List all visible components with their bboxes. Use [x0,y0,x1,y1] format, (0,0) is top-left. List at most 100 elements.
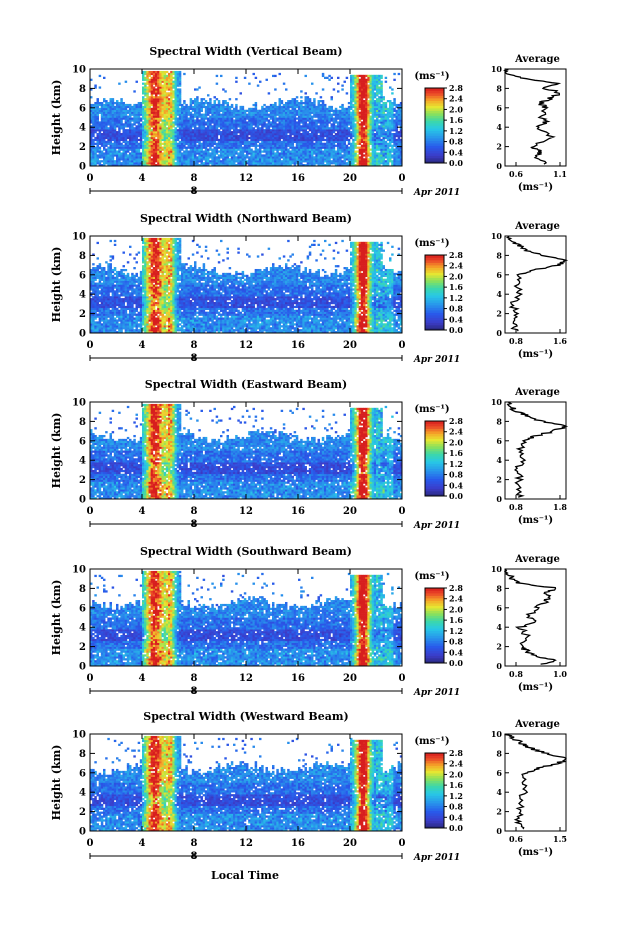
y-tick-label: 8 [79,584,86,595]
avg-x-label: (ms⁻¹) [518,182,553,193]
average-line [506,734,566,829]
x-tick-label: 0 [399,173,406,184]
colorbar-tick-label: 1.2 [449,791,463,801]
y-tick-label: 0 [79,162,86,173]
avg-x-label: (ms⁻¹) [518,682,553,693]
avg-x-tick-label: 0.6 [509,169,523,179]
average-title: Average [514,719,560,730]
heatmap [90,238,402,333]
colorbar-tick-label: 1.6 [449,780,463,790]
x-tick-label: 0 [399,506,406,517]
avg-y-tick-label: 4 [496,622,502,632]
colorbar-tick-label: 0.4 [449,147,463,157]
x-tick-label: 12 [239,506,253,517]
colorbar-unit: (ms⁻¹) [414,571,449,582]
y-axis-label: Height (km) [50,80,63,156]
avg-y-tick-label: 2 [496,642,502,652]
avg-y-tick-label: 10 [491,564,503,574]
x-tick-label: 0 [399,838,406,849]
avg-y-tick-label: 2 [496,142,502,152]
x-tick-label: 16 [291,506,305,517]
day-label: 8 [191,186,198,197]
x-tick-label: 12 [239,838,253,849]
x-tick-label: 16 [291,673,305,684]
panel-title: Spectral Width (Northward Beam) [140,212,352,225]
y-tick-label: 8 [79,417,86,428]
y-tick-label: 10 [72,65,86,76]
colorbar-unit: (ms⁻¹) [414,736,449,747]
colorbar-tick-label: 1.6 [449,115,463,125]
colorbar-unit: (ms⁻¹) [414,71,449,82]
x-tick-label: 4 [139,173,146,184]
avg-x-label: (ms⁻¹) [518,349,553,360]
x-tick-label: 0 [87,673,94,684]
avg-y-tick-label: 0 [496,661,502,671]
y-tick-label: 6 [79,270,86,281]
y-tick-label: 10 [72,730,86,741]
avg-y-tick-label: 4 [496,122,502,132]
y-tick-label: 10 [72,565,86,576]
colorbar-tick-label: 2.0 [449,271,463,281]
avg-x-tick-label: 0.8 [509,669,523,679]
avg-y-tick-label: 0 [496,826,502,836]
date-label: Apr 2011 [413,188,460,198]
colorbar-tick-label: 0.8 [449,304,463,314]
date-label: Apr 2011 [413,688,460,698]
colorbar-tick-label: 2.4 [449,594,463,604]
avg-y-tick-label: 6 [496,768,502,778]
avg-x-tick-label: 0.8 [509,502,523,512]
colorbar-tick-label: 1.6 [449,615,463,625]
average-title: Average [514,387,560,398]
avg-y-tick-label: 10 [491,729,503,739]
spectral-width-figure: Spectral Width (Vertical Beam)0 4 8 12 16 20 0… [0,0,623,929]
colorbar-tick-label: 1.2 [449,293,463,303]
panel-1: Spectral Width (Vertical Beam)0 4 8 12 16 20 0… [50,45,567,198]
y-tick-label: 6 [79,436,86,447]
colorbar-tick-label: 2.8 [449,583,463,593]
avg-x-label: (ms⁻¹) [518,515,553,526]
panel-title: Spectral Width (Westward Beam) [143,710,348,723]
colorbar-tick-label: 0.4 [449,314,463,324]
avg-y-tick-label: 6 [496,436,502,446]
avg-y-tick-label: 8 [496,83,502,93]
colorbar-tick-label: 0.0 [449,658,463,668]
x-tick-label: 4 [139,838,146,849]
colorbar [425,753,447,828]
colorbar-tick-label: 1.6 [449,282,463,292]
y-tick-label: 4 [79,123,86,134]
x-tick-label: 16 [291,838,305,849]
average-profile [505,734,566,831]
colorbar-tick-label: 0.8 [449,137,463,147]
avg-y-tick-label: 0 [496,161,502,171]
average-line [507,236,566,331]
colorbar-tick-label: 0.0 [449,325,463,335]
avg-x-label: (ms⁻¹) [518,847,553,858]
avg-y-tick-label: 10 [491,64,503,74]
avg-x-tick-label: 1.1 [553,169,567,179]
panel-title: Spectral Width (Southward Beam) [140,545,352,558]
x-tick-label: 12 [239,340,253,351]
avg-y-tick-label: 4 [496,289,502,299]
x-tick-label: 8 [191,173,198,184]
x-tick-label: 8 [191,340,198,351]
y-tick-label: 2 [79,142,86,153]
average-profile [505,236,566,333]
avg-x-tick-label: 1.6 [553,336,567,346]
avg-y-tick-label: 8 [496,416,502,426]
avg-y-tick-label: 10 [491,397,503,407]
y-axis-label: Height (km) [50,745,63,821]
colorbar-tick-label: 0.4 [449,812,463,822]
average-title: Average [514,54,560,65]
y-tick-label: 4 [79,290,86,301]
average-profile [505,569,566,666]
y-tick-label: 4 [79,623,86,634]
avg-y-tick-label: 8 [496,583,502,593]
avg-y-tick-label: 4 [496,455,502,465]
colorbar-unit: (ms⁻¹) [414,404,449,415]
y-axis-label: Height (km) [50,580,63,656]
x-tick-label: 4 [139,673,146,684]
y-axis-label: Height (km) [50,247,63,323]
heatmap [90,736,402,831]
panel-3: Spectral Width (Eastward Beam)0 4 8 12 16 20 0… [50,378,567,531]
x-tick-label: 20 [343,838,357,849]
